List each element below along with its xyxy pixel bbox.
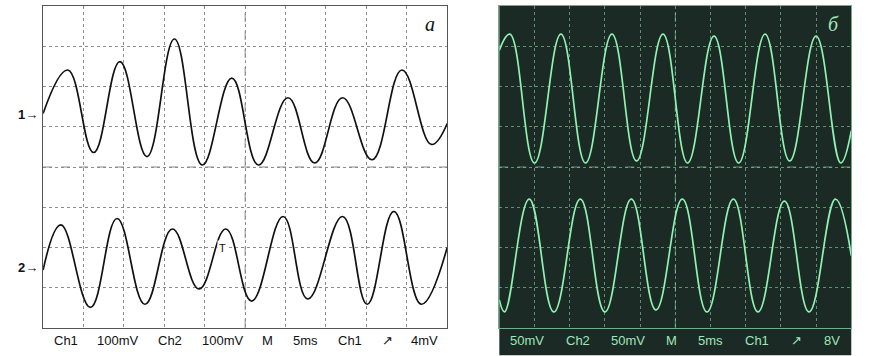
svg-text:б: б [828,13,839,35]
svg-text:M: M [666,333,677,348]
svg-text:5ms: 5ms [698,333,723,348]
svg-text:2→: 2→ [18,260,38,275]
svg-text:↗: ↗ [382,333,393,348]
svg-text:100mV: 100mV [97,333,139,348]
svg-text:Ch1: Ch1 [338,333,362,348]
svg-text:5ms: 5ms [293,333,318,348]
svg-text:а: а [425,13,435,35]
svg-text:Ch2: Ch2 [158,333,182,348]
svg-text:50mV: 50mV [611,333,645,348]
svg-text:Ch1: Ch1 [745,333,769,348]
svg-text:↗: ↗ [791,333,802,348]
svg-text:1→: 1→ [18,107,38,122]
svg-text:100mV: 100mV [202,333,244,348]
svg-text:Ch1: Ch1 [54,333,78,348]
svg-text:M: M [262,333,273,348]
svg-text:T: T [219,242,226,254]
svg-text:Ch2: Ch2 [566,333,590,348]
svg-text:50mV: 50mV [510,333,544,348]
svg-text:8V: 8V [824,333,840,348]
svg-text:4mV: 4mV [411,333,438,348]
